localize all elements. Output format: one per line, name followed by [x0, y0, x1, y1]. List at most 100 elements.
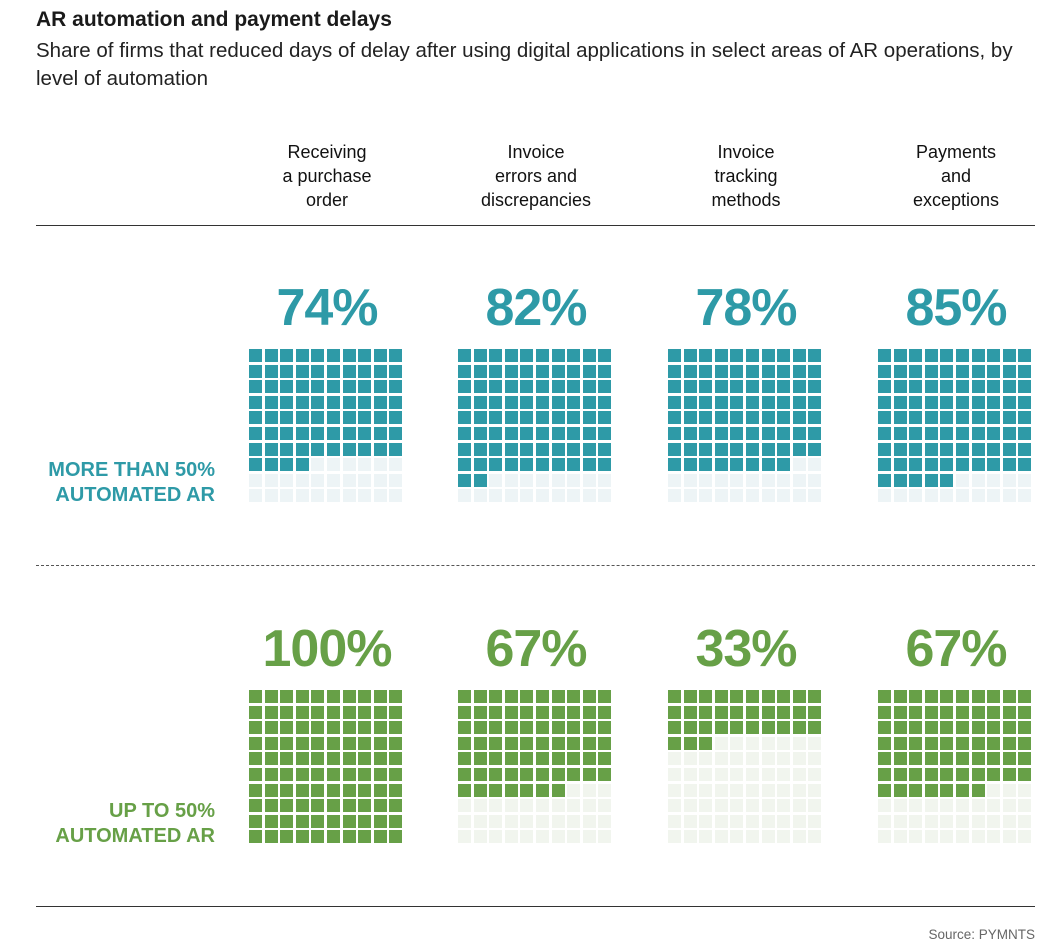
waffle-cell-filled	[792, 349, 806, 362]
waffle-cell-filled	[699, 458, 713, 472]
waffle-cell-filled	[264, 690, 278, 703]
waffle-cell-filled	[699, 395, 713, 409]
waffle-cell-filled	[264, 814, 278, 828]
waffle-cell-filled	[342, 752, 356, 766]
waffle-cell-filled	[924, 349, 938, 362]
waffle-cell-empty	[489, 799, 503, 813]
waffle-cell-filled	[536, 349, 549, 362]
waffle-cell-empty	[473, 830, 487, 844]
waffle-cell-empty	[358, 473, 372, 487]
waffle-cell-empty	[1018, 830, 1032, 844]
waffle-cell-filled	[536, 721, 549, 735]
waffle-cell-filled	[373, 690, 387, 703]
waffle-cell-empty	[668, 783, 681, 797]
waffle-cell-filled	[473, 427, 487, 440]
waffle-cell-filled	[520, 427, 534, 440]
waffle-cell-empty	[761, 768, 775, 781]
waffle-cell-empty	[761, 752, 775, 766]
waffle-cell-filled	[940, 721, 954, 735]
waffle-cell-filled	[777, 380, 791, 394]
waffle-cell-filled	[520, 705, 534, 719]
waffle-cell-filled	[987, 768, 1001, 781]
waffle-cell-filled	[1002, 395, 1016, 409]
waffle-cell-empty	[746, 830, 759, 844]
text-line: MORE THAN 50%	[48, 459, 215, 481]
waffle-cell-empty	[473, 489, 487, 503]
waffle-cell-filled	[956, 690, 969, 703]
waffle-cell-filled	[295, 349, 309, 362]
waffle-cell-filled	[714, 705, 728, 719]
waffle-cell-filled	[683, 458, 697, 472]
waffle-grid	[668, 349, 828, 509]
waffle-cell-filled	[971, 349, 985, 362]
waffle-cell-empty	[1002, 473, 1016, 487]
waffle-cell-empty	[971, 814, 985, 828]
waffle-cell-filled	[536, 768, 549, 781]
waffle-cell-filled	[668, 349, 681, 362]
waffle-cell-filled	[777, 395, 791, 409]
waffle-cell-empty	[699, 830, 713, 844]
waffle-cell-empty	[598, 783, 612, 797]
waffle-cell-filled	[940, 411, 954, 425]
footer-divider	[36, 906, 1035, 907]
waffle-cell-filled	[808, 380, 822, 394]
waffle-cell-empty	[777, 768, 791, 781]
waffle-cell-empty	[746, 489, 759, 503]
waffle-cell-filled	[1018, 705, 1032, 719]
waffle-cell-empty	[567, 799, 581, 813]
percent-label: 67%	[485, 620, 587, 678]
waffle-cell-filled	[777, 458, 791, 472]
waffle-grid	[458, 690, 618, 850]
waffle-cell-filled	[714, 380, 728, 394]
waffle-cell-filled	[1002, 364, 1016, 378]
waffle-cell-empty	[683, 489, 697, 503]
waffle-cell-filled	[1002, 442, 1016, 456]
waffle-cell-filled	[909, 380, 923, 394]
waffle-cell-filled	[389, 427, 403, 440]
waffle-cell-filled	[909, 364, 923, 378]
waffle-cell-filled	[342, 721, 356, 735]
waffle-cell-filled	[1018, 442, 1032, 456]
waffle-cell-filled	[777, 442, 791, 456]
waffle-cell-filled	[746, 411, 759, 425]
waffle-cell-filled	[311, 411, 325, 425]
waffle-cell-filled	[504, 427, 518, 440]
waffle-cell-filled	[311, 721, 325, 735]
waffle-cell-filled	[389, 349, 403, 362]
waffle-cell-filled	[458, 721, 471, 735]
waffle-cell-filled	[668, 442, 681, 456]
waffle-cell-filled	[249, 814, 262, 828]
waffle-cell-filled	[536, 783, 549, 797]
waffle-cell-empty	[808, 814, 822, 828]
waffle-cell-filled	[893, 380, 907, 394]
waffle-cell-empty	[1002, 489, 1016, 503]
waffle-cell-empty	[808, 799, 822, 813]
waffle-cell-filled	[924, 705, 938, 719]
waffle-cell-filled	[489, 458, 503, 472]
waffle-cell-filled	[264, 458, 278, 472]
waffle-cell-filled	[924, 752, 938, 766]
waffle-cell-filled	[311, 427, 325, 440]
waffle-cell-filled	[777, 411, 791, 425]
waffle-cell-empty	[489, 830, 503, 844]
waffle-cell-filled	[373, 830, 387, 844]
header-divider	[36, 225, 1035, 226]
waffle-cell-filled	[598, 411, 612, 425]
waffle-cell-filled	[373, 349, 387, 362]
waffle-cell-empty	[1018, 489, 1032, 503]
waffle-cell-filled	[1002, 736, 1016, 750]
waffle-cell-filled	[582, 736, 596, 750]
waffle-cell-empty	[327, 458, 340, 472]
waffle-cell-filled	[473, 705, 487, 719]
waffle-cell-filled	[264, 705, 278, 719]
waffle-cell-empty	[987, 783, 1001, 797]
waffle-cell-filled	[473, 473, 487, 487]
waffle-cell-empty	[280, 489, 294, 503]
waffle-cell-filled	[389, 705, 403, 719]
waffle-cell-filled	[582, 458, 596, 472]
waffle-cell-filled	[373, 799, 387, 813]
waffle-cell-filled	[909, 736, 923, 750]
waffle-cell-filled	[909, 721, 923, 735]
waffle-cell-filled	[489, 752, 503, 766]
waffle-cell-filled	[520, 458, 534, 472]
